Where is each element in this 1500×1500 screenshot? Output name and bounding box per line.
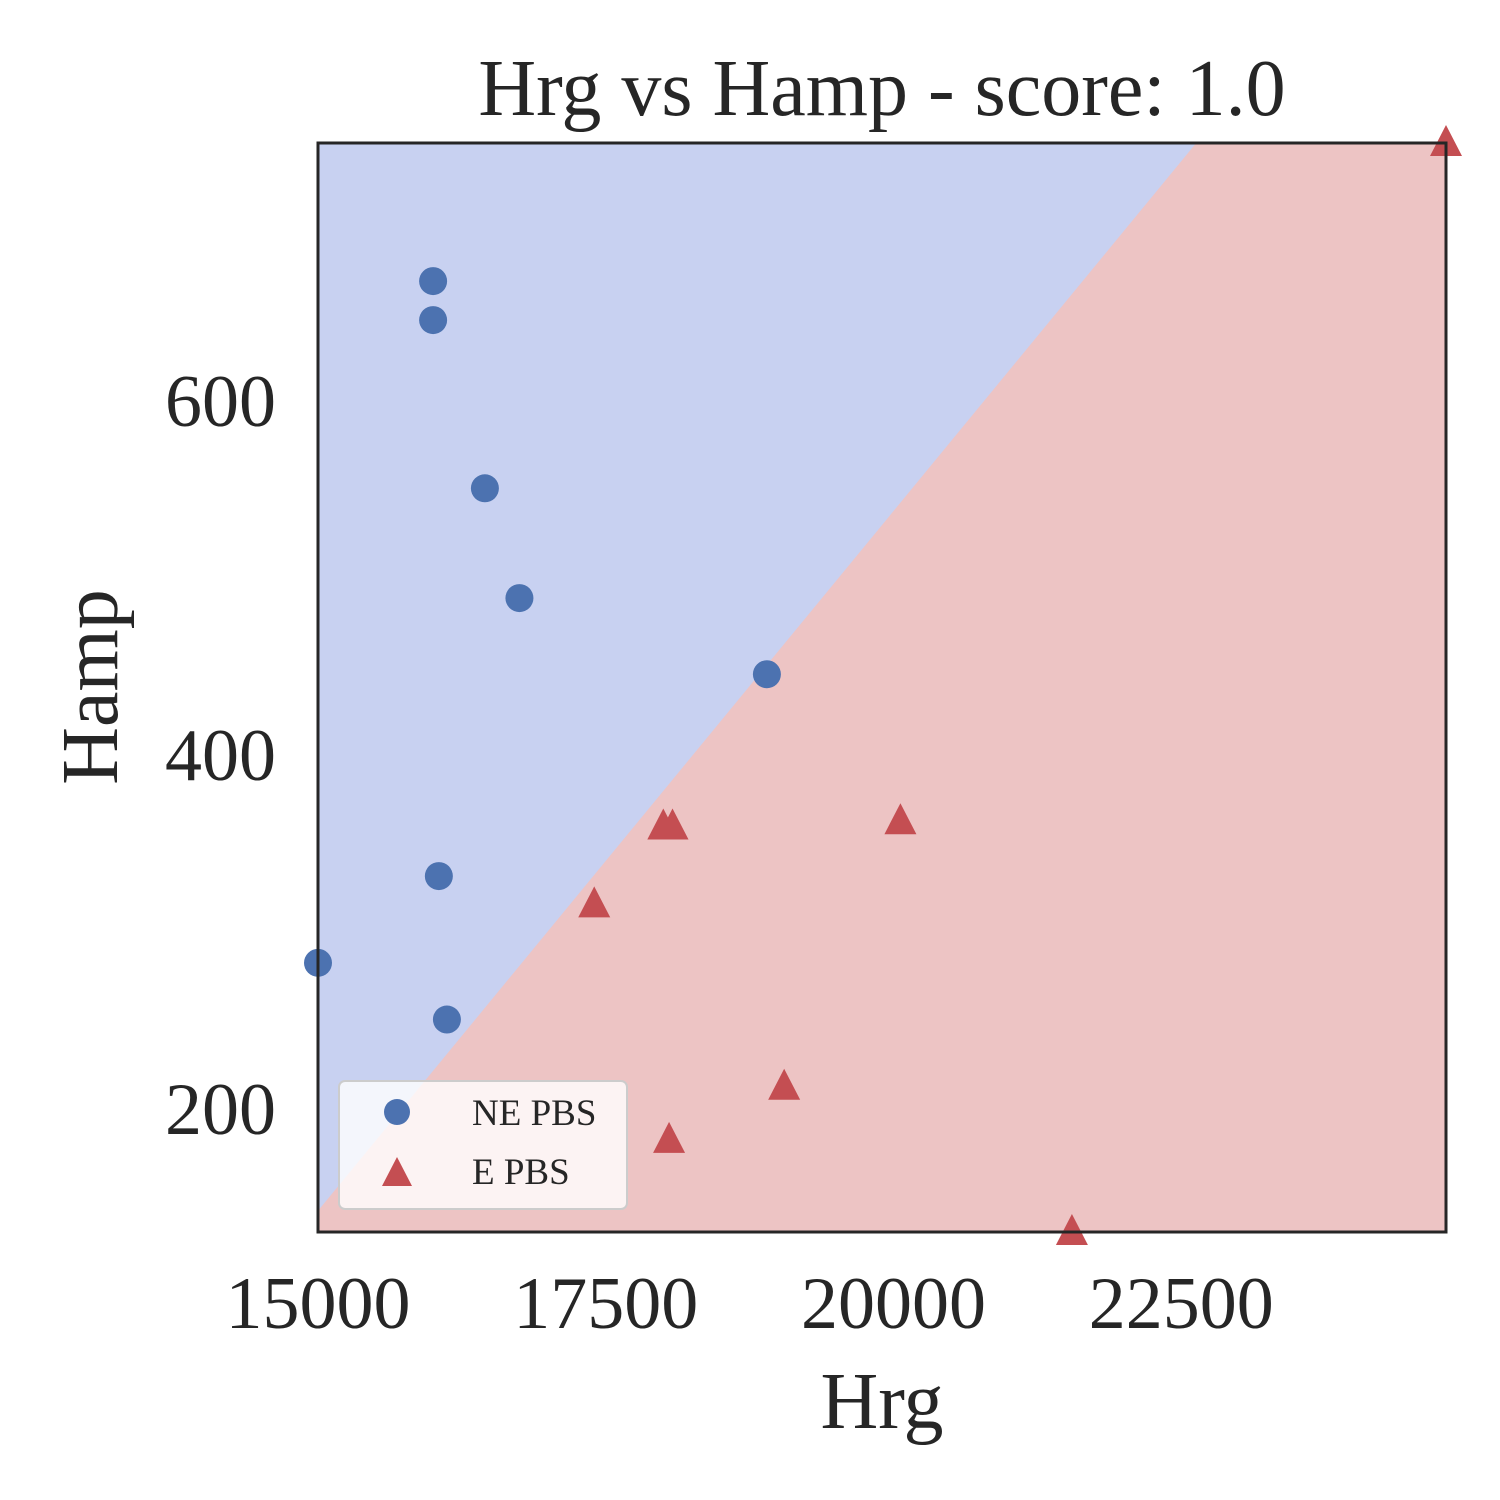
plot-frame bbox=[316, 141, 1448, 1234]
point-e-pbs-6 bbox=[1055, 1214, 1088, 1245]
x-axis-label: Hrg bbox=[821, 1358, 944, 1446]
y-tick-label: 600 bbox=[165, 361, 276, 443]
decision-regions bbox=[318, 143, 1446, 1232]
point-ne-pbs-3 bbox=[505, 584, 534, 613]
x-tick-label: 20000 bbox=[801, 1263, 986, 1345]
legend-marker-e-pbs bbox=[382, 1157, 412, 1186]
y-tick-label: 400 bbox=[165, 715, 276, 797]
legend-label-e-pbs: E PBS bbox=[472, 1152, 570, 1193]
legend: NE PBS E PBS bbox=[338, 1080, 628, 1210]
point-e-pbs-4 bbox=[768, 1068, 801, 1100]
x-axis-ticks: 15000 17500 20000 22500 bbox=[226, 1263, 1274, 1345]
legend-label-ne-pbs: NE PBS bbox=[472, 1093, 596, 1134]
point-e-pbs-3 bbox=[884, 803, 917, 835]
point-e-pbs-7 bbox=[1430, 125, 1462, 156]
point-e-pbs-5 bbox=[653, 1121, 686, 1153]
point-e-pbs-0 bbox=[578, 886, 611, 918]
chart-title: Hrg vs Hamp - score: 1.0 bbox=[478, 45, 1285, 133]
legend-box bbox=[338, 1080, 628, 1210]
point-ne-pbs-1 bbox=[419, 306, 448, 335]
point-ne-pbs-5 bbox=[424, 862, 453, 891]
point-e-pbs-2 bbox=[656, 808, 689, 840]
region-e-pbs bbox=[318, 143, 1446, 1232]
point-ne-pbs-0 bbox=[419, 267, 448, 296]
y-axis-ticks: 200 400 600 bbox=[165, 361, 276, 1151]
point-ne-pbs-4 bbox=[752, 660, 781, 689]
y-tick-label: 200 bbox=[165, 1069, 276, 1151]
point-ne-pbs-2 bbox=[470, 474, 499, 503]
point-ne-pbs-7 bbox=[432, 1005, 461, 1034]
x-tick-label: 22500 bbox=[1089, 1263, 1274, 1345]
data-points bbox=[304, 125, 1462, 1245]
y-axis-label: Hamp bbox=[47, 589, 135, 785]
x-tick-label: 17500 bbox=[513, 1263, 698, 1345]
legend-marker-ne-pbs bbox=[384, 1099, 410, 1125]
x-tick-label: 15000 bbox=[226, 1263, 411, 1345]
